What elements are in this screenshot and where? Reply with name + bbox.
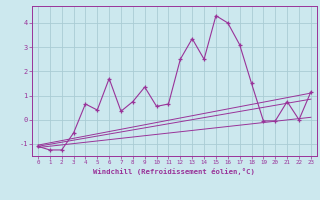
X-axis label: Windchill (Refroidissement éolien,°C): Windchill (Refroidissement éolien,°C) xyxy=(93,168,255,175)
